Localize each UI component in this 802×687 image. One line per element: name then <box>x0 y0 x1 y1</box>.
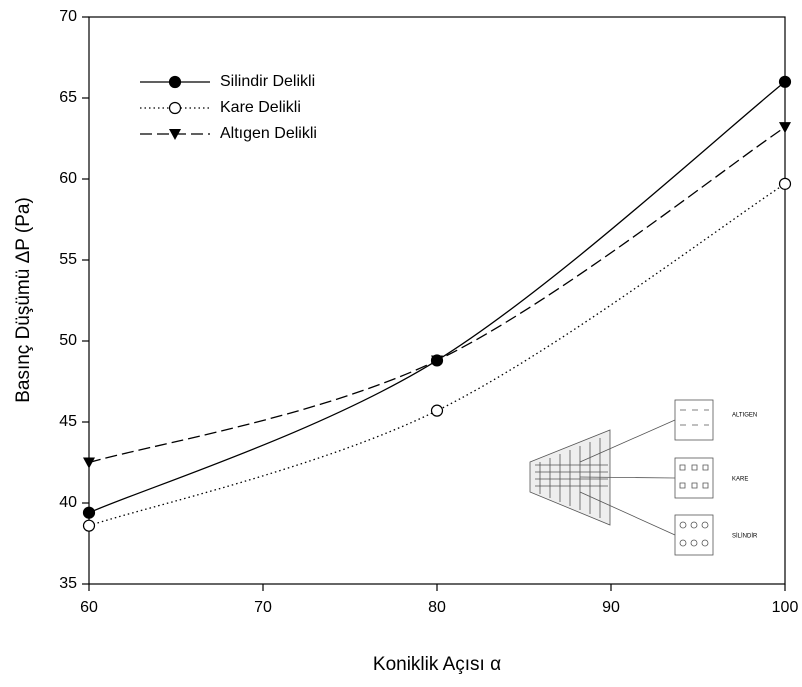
y-tick-label: 65 <box>59 89 77 106</box>
inset-label: ALTIGEN <box>732 413 757 419</box>
y-axis-label: Basınç Düşümü ΔP (Pa) <box>13 197 34 403</box>
x-tick-label: 70 <box>254 599 272 616</box>
series-line <box>88 81 786 514</box>
marker <box>778 177 792 190</box>
y-tick-label: 50 <box>59 332 77 349</box>
marker <box>431 355 443 367</box>
legend-label: Kare Delikli <box>220 99 301 116</box>
x-tick-label: 60 <box>80 599 98 616</box>
marker <box>83 457 95 469</box>
inset-label: SİLİNDİR <box>732 533 758 540</box>
series-line <box>88 183 786 527</box>
inset-label: KARE <box>732 477 748 483</box>
y-tick-label: 45 <box>59 413 77 430</box>
inset-diagram <box>529 399 714 556</box>
legend-label: Altıgen Delikli <box>220 125 317 142</box>
y-tick-label: 60 <box>59 170 77 187</box>
y-tick-label: 35 <box>59 575 77 592</box>
x-axis-label: Koniklik Açısı α <box>373 654 501 675</box>
x-tick-label: 80 <box>428 599 446 616</box>
x-tick-label: 90 <box>602 599 620 616</box>
y-tick-label: 40 <box>59 494 77 511</box>
y-tick-label: 70 <box>59 8 77 25</box>
marker <box>82 519 96 532</box>
legend-marker <box>168 101 182 115</box>
marker <box>779 122 791 134</box>
marker <box>778 75 792 88</box>
legend-marker <box>168 75 182 89</box>
marker <box>430 404 444 417</box>
legend-marker <box>169 129 181 140</box>
legend-label: Silindir Delikli <box>220 73 315 90</box>
y-tick-label: 55 <box>59 251 77 268</box>
x-tick-label: 100 <box>772 599 799 616</box>
marker <box>82 506 96 519</box>
plot-frame <box>88 16 786 585</box>
